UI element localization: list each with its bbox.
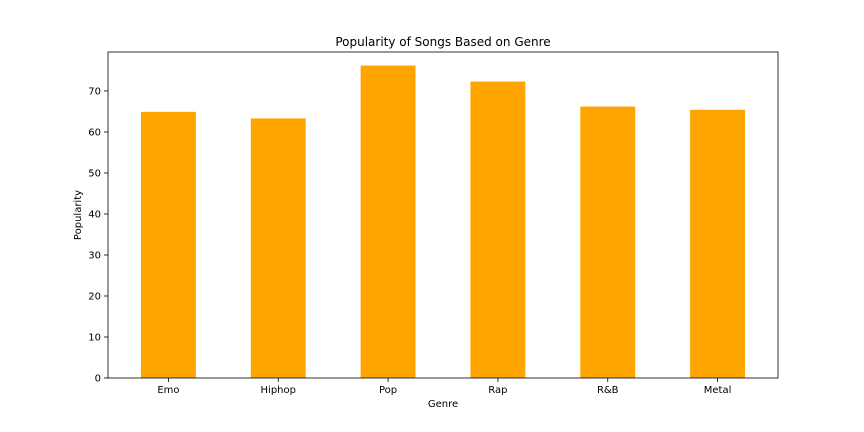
x-tick-label: R&B — [597, 385, 619, 396]
y-tick-label: 60 — [88, 127, 101, 138]
x-axis-label: Genre — [428, 399, 458, 410]
x-tick-label: Hiphop — [261, 385, 296, 396]
x-axis-ticks: Emo Hiphop Pop Rap R&B Metal — [157, 378, 731, 396]
plot-frame — [107, 51, 779, 379]
x-tick-label: Emo — [157, 385, 179, 396]
y-axis-label: Popularity — [73, 190, 84, 240]
bars-layer — [140, 65, 746, 379]
chart-title: Popularity of Songs Based on Genre — [335, 35, 550, 49]
bar-metal — [690, 109, 746, 378]
bar-pop — [360, 65, 416, 378]
y-tick-label: 30 — [88, 250, 101, 261]
bar-hiphop — [250, 118, 306, 379]
y-tick-label: 70 — [88, 86, 101, 97]
bar-rap — [470, 81, 526, 378]
y-tick-label: 40 — [88, 209, 101, 220]
x-tick-label: Rap — [488, 385, 507, 396]
y-tick-label: 10 — [88, 332, 101, 343]
x-tick-label: Metal — [704, 385, 732, 396]
y-tick-label: 50 — [88, 168, 101, 179]
bar-r-b — [580, 106, 636, 379]
bar-emo — [140, 111, 196, 379]
y-axis-ticks: 0 10 20 30 40 50 60 70 — [88, 86, 108, 385]
y-tick-label: 20 — [88, 291, 101, 302]
x-tick-label: Pop — [379, 385, 397, 396]
y-tick-label: 0 — [95, 374, 101, 385]
